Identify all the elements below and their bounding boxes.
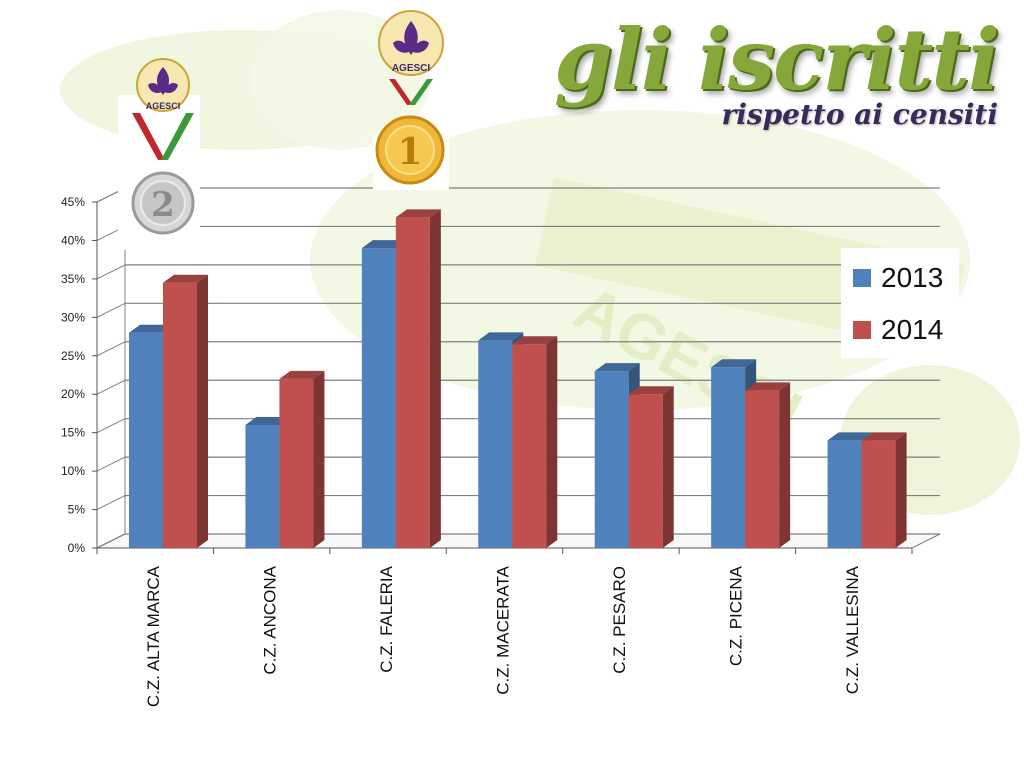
bar-front	[861, 440, 896, 548]
legend: 2013 2014	[841, 248, 959, 358]
bar-front	[594, 371, 629, 548]
legend-item-2014: 2014	[853, 314, 943, 346]
x-category-label: C.Z. FALERIA	[377, 565, 396, 672]
bar-front	[163, 282, 197, 548]
bar-front	[245, 424, 280, 548]
y-tick-label: 0%	[68, 541, 86, 555]
x-category-label: C.Z. VALLESINA	[843, 565, 862, 694]
bar-front	[512, 344, 547, 548]
medal-second-banner: AGESCI	[146, 101, 181, 111]
gridline-diagonal	[96, 418, 126, 434]
y-tick-label: 5%	[68, 503, 86, 517]
gridline-diagonal	[96, 264, 126, 280]
bar-2014-c-z-vallesina	[861, 432, 907, 548]
legend-swatch-2014	[853, 321, 871, 339]
bar-top	[512, 336, 558, 345]
medal-second-rank: 2	[151, 185, 175, 225]
medal-first-rank: 1	[397, 131, 422, 173]
gridline-diagonal	[96, 533, 126, 549]
bar-front	[478, 340, 513, 548]
x-category-label: C.Z. ANCONA	[261, 565, 280, 674]
bar-top	[594, 363, 640, 372]
bar-front	[745, 390, 780, 548]
gridline-diagonal	[96, 456, 126, 472]
y-tick-label: 10%	[61, 464, 85, 478]
x-category-label: C.Z. PICENA	[726, 565, 745, 666]
x-category-label: C.Z. PESARO	[610, 566, 629, 674]
bar-2014-c-z-alta-marca	[163, 274, 208, 548]
y-tick-label: 45%	[61, 195, 85, 209]
bar-side	[197, 274, 208, 548]
gridline-diagonal	[96, 341, 126, 357]
x-category-label: C.Z. MACERATA	[494, 565, 513, 694]
bar-top	[395, 209, 441, 218]
bar-front	[628, 394, 663, 548]
bar-front	[129, 332, 163, 548]
bar-side	[429, 209, 441, 548]
title-main: gli iscritti	[554, 10, 1000, 109]
gridline-diagonal	[96, 495, 126, 511]
y-tick-label: 40%	[61, 233, 85, 247]
y-axis-tick-labels: 0% 5% 10% 15% 20% 25% 30% 35% 40% 45%	[61, 195, 912, 555]
bar-top	[745, 382, 791, 391]
bar-2014-c-z-pesaro	[628, 386, 674, 548]
medal-first-banner: AGESCI	[392, 63, 431, 74]
bars	[129, 209, 907, 548]
bar-top	[861, 432, 907, 441]
medal-second-place-icon: AGESCI 2	[118, 58, 200, 250]
bar-top	[245, 416, 291, 425]
bar-side	[779, 382, 791, 548]
y-tick-label: 25%	[61, 349, 85, 363]
bar-2014-c-z-faleria	[395, 209, 441, 548]
legend-item-2013: 2013	[853, 262, 943, 294]
medal-first-place-icon: AGESCI 1	[373, 10, 449, 190]
bar-2014-c-z-ancona	[279, 370, 325, 548]
bar-2014-c-z-picena	[745, 382, 791, 548]
bar-2014-c-z-macerata	[512, 336, 558, 548]
bar-side	[546, 336, 558, 548]
bar-side	[895, 432, 907, 548]
y-tick-label: 30%	[61, 310, 85, 324]
bar-top	[279, 370, 325, 379]
y-tick-label: 20%	[61, 387, 85, 401]
x-category-label: C.Z. ALTA MARCA	[144, 565, 163, 707]
x-axis-labels: C.Z. ALTA MARCA C.Z. ANCONA C.Z. FALERIA C.…	[96, 548, 913, 707]
y-tick-label: 15%	[61, 426, 85, 440]
bar-front	[361, 248, 396, 548]
title-subtitle: rispetto ai censiti	[721, 98, 998, 131]
gridline-diagonal	[96, 302, 126, 318]
bar-front	[711, 367, 746, 548]
gridline-diagonal	[96, 379, 126, 395]
bar-front	[279, 378, 314, 548]
bar-side	[662, 386, 674, 548]
bar-top	[478, 332, 524, 341]
bar-top	[711, 359, 757, 368]
legend-label-2013: 2013	[881, 262, 944, 293]
bar-top	[361, 240, 407, 249]
legend-swatch-2013	[853, 269, 871, 287]
bar-side	[313, 370, 325, 548]
bar-top	[129, 324, 174, 333]
y-tick-label: 35%	[61, 272, 85, 286]
slide-title: gli iscritti rispetto ai censiti	[554, 10, 1000, 132]
bar-top	[827, 432, 873, 441]
bar-front	[395, 217, 430, 548]
bar-front	[827, 440, 862, 548]
bar-top	[628, 386, 674, 395]
legend-label-2014: 2014	[881, 314, 944, 345]
bar-top	[163, 274, 208, 283]
